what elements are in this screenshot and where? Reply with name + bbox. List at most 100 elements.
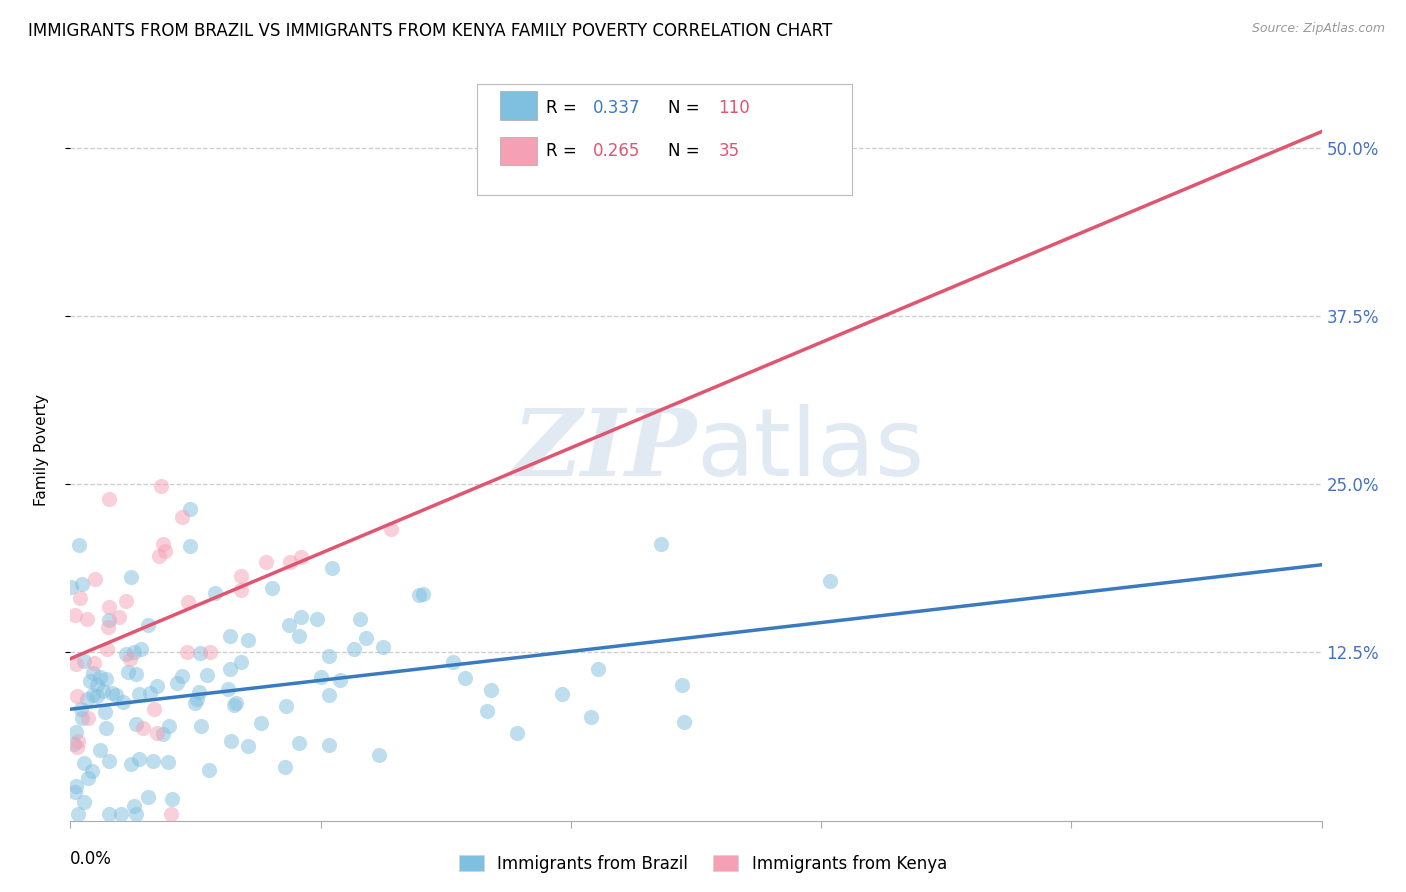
Point	[97, 620, 120, 634]
Point	[82, 666, 104, 681]
Point	[195, 668, 218, 682]
Point	[368, 747, 391, 762]
Text: IMMIGRANTS FROM BRAZIL VS IMMIGRANTS FROM KENYA FAMILY POVERTY CORRELATION CHART: IMMIGRANTS FROM BRAZIL VS IMMIGRANTS FRO…	[28, 22, 832, 40]
Point	[98, 806, 121, 821]
Point	[188, 647, 211, 661]
Text: 0.337: 0.337	[593, 99, 641, 117]
Point	[152, 727, 174, 741]
Point	[204, 586, 226, 600]
Point	[128, 752, 150, 766]
Point	[129, 642, 152, 657]
Point	[190, 719, 212, 733]
Point	[254, 555, 277, 569]
Text: R =: R =	[546, 99, 582, 117]
Point	[67, 538, 90, 552]
Text: Source: ZipAtlas.com: Source: ZipAtlas.com	[1251, 22, 1385, 36]
Point	[77, 710, 100, 724]
Point	[70, 576, 93, 591]
Point	[288, 629, 311, 643]
Point	[551, 687, 574, 701]
Point	[63, 738, 86, 752]
Text: atlas: atlas	[696, 404, 924, 497]
Point	[650, 537, 672, 551]
Text: R =: R =	[546, 142, 582, 160]
Point	[118, 651, 141, 665]
Point	[373, 640, 395, 655]
Point	[441, 656, 464, 670]
Point	[160, 792, 183, 806]
Point	[249, 715, 271, 730]
Point	[581, 709, 603, 723]
Point	[67, 734, 90, 748]
Point	[818, 574, 841, 589]
Point	[290, 610, 312, 624]
Point	[307, 612, 329, 626]
Point	[98, 754, 121, 768]
Point	[288, 736, 311, 750]
Point	[146, 725, 169, 739]
Point	[125, 667, 148, 681]
Point	[477, 704, 499, 718]
Point	[224, 698, 246, 712]
Point	[278, 618, 301, 632]
Point	[65, 725, 87, 739]
Point	[309, 670, 332, 684]
Point	[274, 699, 297, 714]
Point	[65, 739, 87, 754]
Point	[97, 614, 120, 628]
Point	[104, 689, 127, 703]
Point	[157, 755, 180, 769]
Point	[94, 672, 117, 686]
Point	[145, 679, 167, 693]
Point	[221, 734, 243, 748]
Point	[110, 806, 132, 821]
Legend: Immigrants from Brazil, Immigrants from Kenya: Immigrants from Brazil, Immigrants from …	[453, 848, 953, 880]
Point	[318, 649, 340, 664]
Point	[172, 669, 194, 683]
Bar	[499, 137, 537, 165]
Point	[80, 764, 103, 779]
Point	[111, 695, 134, 709]
Point	[86, 689, 108, 703]
Point	[454, 671, 477, 685]
Point	[69, 591, 91, 605]
Point	[97, 599, 120, 614]
Point	[412, 587, 434, 601]
Point	[122, 799, 145, 814]
Point	[170, 509, 193, 524]
Y-axis label: Family Poverty: Family Poverty	[35, 394, 49, 507]
Point	[236, 739, 259, 754]
Point	[278, 555, 301, 569]
Point	[136, 790, 159, 805]
Point	[229, 582, 252, 597]
Text: 110: 110	[718, 99, 751, 117]
Point	[166, 675, 188, 690]
Point	[73, 654, 96, 668]
Point	[69, 702, 91, 716]
Point	[176, 645, 198, 659]
Bar	[499, 91, 537, 120]
Point	[148, 549, 170, 563]
Point	[198, 763, 221, 777]
Point	[343, 641, 366, 656]
Point	[63, 784, 86, 798]
Point	[179, 502, 201, 516]
Point	[318, 738, 340, 752]
Point	[139, 686, 162, 700]
Point	[67, 806, 90, 821]
Point	[79, 673, 101, 688]
Point	[120, 569, 142, 583]
Point	[114, 648, 136, 662]
Point	[82, 688, 104, 702]
Point	[177, 594, 200, 608]
Point	[94, 722, 117, 736]
FancyBboxPatch shape	[477, 84, 852, 195]
Point	[73, 756, 96, 770]
Point	[94, 705, 117, 719]
Point	[60, 581, 83, 595]
Point	[136, 617, 159, 632]
Point	[66, 689, 89, 703]
Point	[120, 756, 142, 771]
Point	[125, 806, 148, 821]
Point	[231, 569, 253, 583]
